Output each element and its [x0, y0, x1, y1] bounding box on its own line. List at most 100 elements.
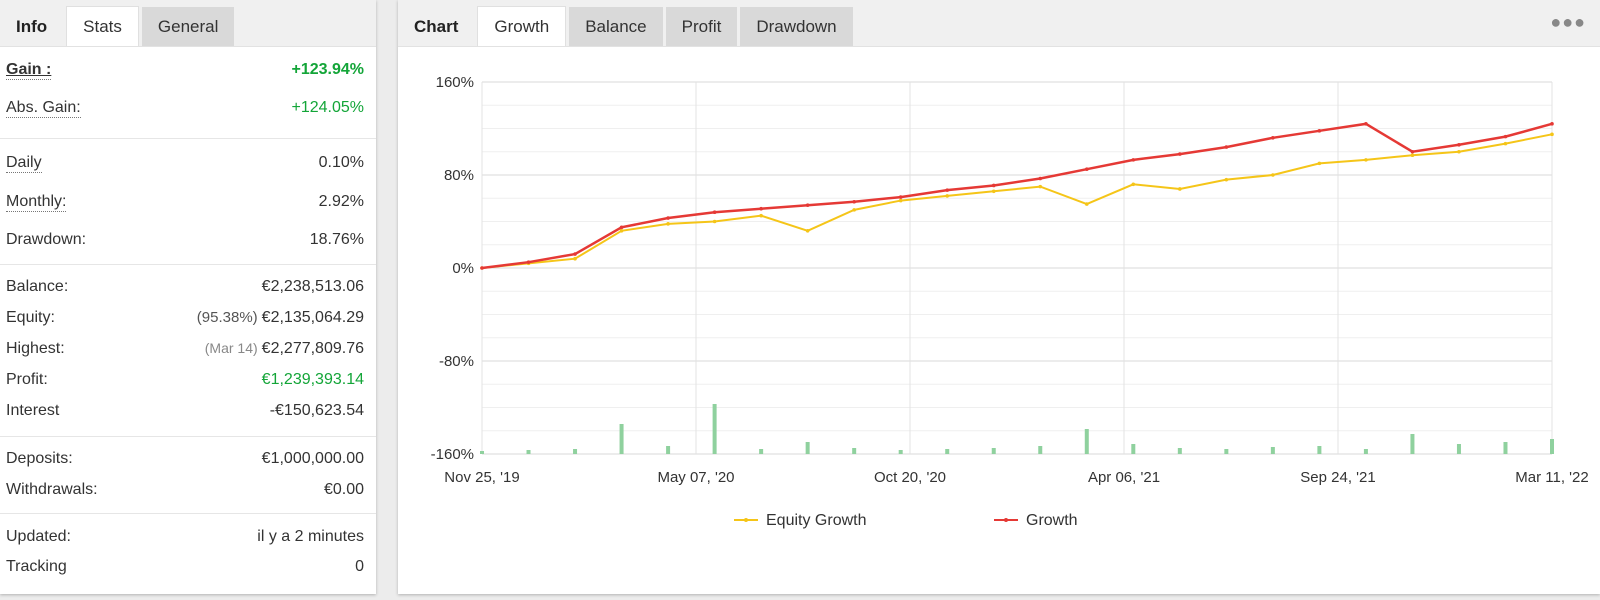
more-horizontal-icon[interactable]: ●●● — [1550, 12, 1586, 32]
volume-bar — [945, 449, 950, 454]
abs-gain-label[interactable]: Abs. Gain: — [6, 98, 81, 118]
tracking-label: Tracking — [6, 558, 67, 575]
highest-value-group: (Mar 14) €2,277,809.76 — [205, 340, 364, 358]
tab-stats[interactable]: Stats — [66, 6, 139, 46]
deposits-value: €1,000,000.00 — [261, 450, 364, 467]
equity-percent: (95.38%) — [196, 309, 258, 326]
withdrawals-value: €0.00 — [323, 481, 364, 498]
interest-row: Interest -€150,623.54 — [6, 399, 364, 423]
equity-growth-point — [1550, 132, 1554, 137]
y-axis-ticks: 160% 80% 0% -80% -160% — [431, 74, 474, 463]
volume-bar — [712, 404, 717, 454]
volume-bar — [1317, 446, 1322, 454]
equity-growth-point — [1178, 187, 1182, 191]
y-tick-label: 0% — [452, 260, 474, 277]
tab-profit[interactable]: Profit — [665, 7, 738, 46]
updated-label: Updated: — [6, 528, 71, 545]
y-tick-label: 160% — [436, 74, 474, 91]
tab-growth[interactable]: Growth — [477, 6, 567, 46]
monthly-label[interactable]: Monthly: — [6, 192, 67, 212]
daily-value: 0.10% — [318, 154, 364, 171]
deposits-label: Deposits: — [6, 450, 73, 467]
divider — [0, 436, 376, 437]
growth-point — [619, 225, 624, 230]
x-tick-label: Oct 20, '20 — [874, 469, 946, 486]
growth-point — [1317, 129, 1322, 133]
chart-grid — [481, 81, 1553, 455]
legend-marker — [1004, 518, 1008, 522]
highest-date: (Mar 14) — [204, 340, 258, 356]
x-tick-label: Sep 24, '21 — [1300, 469, 1375, 486]
profit-row: Profit: €1,239,393.14 — [6, 368, 364, 392]
balance-row: Balance: €2,238,513.06 — [6, 275, 364, 299]
highest-value: €2,277,809.76 — [261, 340, 364, 357]
abs-gain-value: +124.05% — [291, 99, 364, 116]
updated-value: il y a 2 minutes — [257, 528, 364, 545]
equity-growth-point — [1317, 161, 1322, 166]
tab-info[interactable]: Info — [16, 17, 48, 36]
tab-general[interactable]: General — [141, 7, 235, 46]
monthly-row: Monthly: 2.92% — [6, 190, 364, 214]
daily-label[interactable]: Daily — [6, 153, 42, 173]
profit-value: €1,239,393.14 — [261, 371, 364, 388]
divider — [0, 264, 376, 265]
tab-balance[interactable]: Balance — [569, 7, 663, 46]
interest-label: Interest — [6, 402, 60, 419]
stats-panel: Info Stats General Gain : +123.94% Abs. … — [0, 0, 376, 594]
equity-growth-point — [945, 194, 950, 198]
gain-label[interactable]: Gain : — [6, 60, 52, 80]
drawdown-label: Drawdown: — [6, 231, 87, 248]
withdrawals-label: Withdrawals: — [6, 481, 98, 498]
legend-label: Equity Growth — [766, 512, 866, 529]
equity-growth-point — [759, 213, 763, 218]
stats-tabbar: Info Stats General — [0, 0, 376, 47]
tab-chart[interactable]: Chart — [414, 17, 459, 36]
growth-point — [1503, 134, 1508, 139]
equity-growth-point — [991, 189, 996, 194]
growth-point — [805, 203, 810, 208]
volume-bar — [898, 450, 903, 454]
drawdown-value: 18.76% — [309, 231, 364, 248]
equity-growth-point — [712, 219, 717, 224]
volume-bar — [1084, 429, 1089, 454]
volume-bar — [1456, 444, 1461, 454]
chart-legend[interactable]: Equity Growth Growth — [734, 512, 1078, 529]
equity-growth-point — [1131, 182, 1136, 187]
daily-row: Daily 0.10% — [6, 151, 364, 175]
growth-point — [666, 216, 670, 220]
equity-growth-point — [852, 208, 856, 212]
tracking-row: Tracking 0 — [6, 555, 364, 579]
legend-item-equity-growth[interactable]: Equity Growth — [734, 512, 866, 529]
equity-growth-point — [666, 222, 670, 226]
growth-point — [573, 252, 577, 256]
legend-item-growth[interactable]: Growth — [994, 512, 1078, 529]
y-tick-label: -80% — [439, 353, 474, 370]
x-tick-label: Mar 11, '22 — [1515, 469, 1588, 486]
equity-value: €2,135,064.29 — [261, 309, 364, 326]
growth-point — [991, 183, 996, 188]
equity-growth-point — [619, 229, 624, 233]
deposits-row: Deposits: €1,000,000.00 — [6, 447, 364, 471]
growth-point — [1457, 142, 1461, 147]
profit-label: Profit: — [6, 371, 48, 388]
volume-bar — [805, 442, 810, 454]
gain-value: +123.94% — [291, 61, 364, 78]
chart-tabbar: Chart Growth Balance Profit Drawdown — [398, 0, 1600, 47]
growth-point — [759, 206, 763, 211]
x-axis-ticks: Nov 25, '19 May 07, '20 Oct 20, '20 Apr 06,… — [444, 469, 1588, 486]
growth-point — [898, 195, 903, 199]
growth-point — [1131, 158, 1136, 162]
equity-growth-point — [805, 229, 810, 233]
volume-bar — [480, 451, 484, 454]
growth-point — [712, 210, 717, 214]
growth-point — [1550, 122, 1554, 126]
tab-drawdown[interactable]: Drawdown — [740, 7, 853, 46]
volume-bar — [1410, 434, 1415, 454]
monthly-value: 2.92% — [318, 193, 364, 210]
equity-growth-point — [1271, 173, 1275, 177]
legend-marker — [744, 518, 748, 522]
growth-point — [1084, 167, 1089, 171]
equity-growth-point — [898, 198, 903, 203]
abs-gain-row: Abs. Gain: +124.05% — [6, 96, 364, 120]
equity-growth-point — [1224, 177, 1229, 182]
